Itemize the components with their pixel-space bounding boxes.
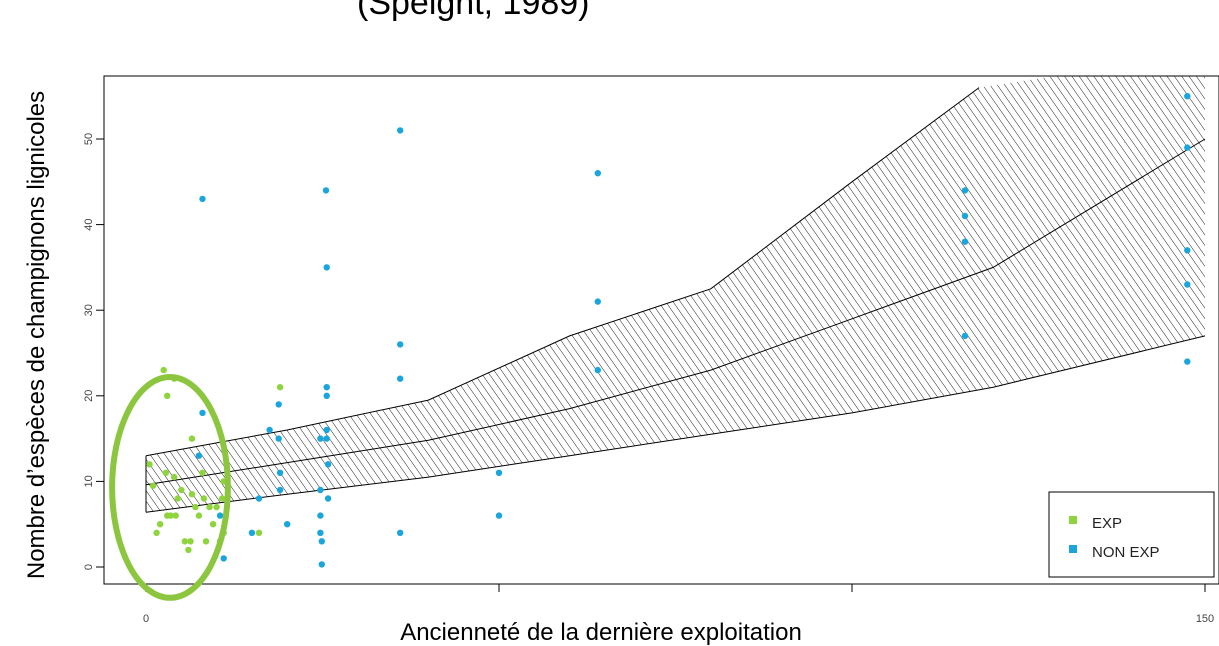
- point-exp-19: [192, 503, 199, 511]
- point-exp-3: [156, 521, 164, 528]
- y-tick-label-0: 0: [83, 564, 95, 570]
- point-exp-25: [209, 521, 217, 528]
- highlight-ellipse: [109, 374, 231, 601]
- point-exp-26: [213, 503, 220, 511]
- point-non-exp-7: [266, 426, 273, 434]
- y-axis-label: Nombre d’espèces de champignons lignicol…: [23, 91, 50, 579]
- point-non-exp-31: [495, 469, 503, 476]
- point-non-exp-5: [248, 529, 256, 536]
- point-non-exp-34: [594, 298, 601, 305]
- point-exp-5: [162, 469, 169, 476]
- point-exp-6: [164, 392, 171, 399]
- y-tick-label-10: 10: [83, 475, 95, 487]
- point-exp-31: [276, 384, 284, 391]
- confidence-band: [145, 76, 1206, 513]
- point-non-exp-40: [1184, 93, 1191, 100]
- band-lower-line: [145, 335, 1206, 513]
- point-non-exp-39: [961, 332, 969, 340]
- band-upper-line: [145, 87, 980, 457]
- point-non-exp-15: [317, 512, 324, 519]
- point-exp-28: [219, 495, 226, 502]
- point-exp-22: [200, 495, 208, 502]
- band-area: [146, 76, 1205, 513]
- point-exp-13: [178, 486, 185, 494]
- point-non-exp-26: [324, 495, 332, 502]
- x-tick-label-150: 150: [1196, 613, 1214, 625]
- point-exp-18: [188, 491, 196, 498]
- point-non-exp-25: [324, 461, 332, 468]
- fit-line: [145, 138, 1206, 486]
- point-non-exp-41: [1184, 144, 1191, 151]
- point-non-exp-17: [318, 538, 325, 545]
- point-exp-2: [153, 529, 160, 536]
- point-non-exp-0: [199, 195, 206, 203]
- point-non-exp-35: [594, 366, 601, 374]
- point-non-exp-21: [323, 384, 330, 391]
- point-exp-8: [167, 512, 174, 519]
- point-non-exp-29: [397, 375, 404, 382]
- point-non-exp-10: [276, 469, 284, 476]
- y-tick-label-40: 40: [83, 218, 95, 230]
- point-exp-32: [255, 529, 263, 536]
- point-non-exp-37: [961, 212, 969, 220]
- legend-marker-non-exp: [1069, 545, 1077, 553]
- point-non-exp-3: [216, 512, 224, 519]
- point-exp-15: [185, 546, 192, 554]
- point-non-exp-23: [323, 426, 330, 434]
- point-non-exp-44: [1184, 358, 1191, 365]
- y-axis: 0 10 20 30 40 50: [83, 133, 105, 570]
- point-non-exp-4: [220, 555, 227, 562]
- point-non-exp-27: [397, 127, 404, 134]
- legend-marker-exp: [1069, 516, 1077, 524]
- point-non-exp-28: [397, 341, 404, 348]
- point-exp-4: [160, 366, 167, 374]
- point-exp-14: [181, 538, 188, 545]
- point-exp-0: [146, 461, 153, 468]
- point-non-exp-36: [961, 187, 969, 194]
- y-tick-label-50: 50: [83, 133, 95, 145]
- point-non-exp-20: [323, 264, 330, 271]
- point-non-exp-22: [323, 392, 330, 399]
- point-non-exp-30: [397, 529, 404, 536]
- x-axis-label: Ancienneté de la dernière exploitation: [400, 619, 802, 646]
- point-non-exp-8: [275, 401, 282, 408]
- point-non-exp-42: [1184, 247, 1191, 254]
- point-non-exp-32: [495, 512, 503, 519]
- point-exp-12: [174, 495, 181, 502]
- legend-label-exp: EXP: [1092, 515, 1122, 532]
- point-exp-9: [171, 473, 178, 481]
- y-tick-label-30: 30: [83, 304, 95, 316]
- point-non-exp-33: [594, 170, 601, 177]
- point-non-exp-13: [317, 435, 324, 442]
- point-non-exp-18: [318, 561, 325, 568]
- point-exp-1: [149, 482, 157, 489]
- point-non-exp-16: [317, 529, 324, 536]
- y-tick-label-20: 20: [83, 390, 95, 402]
- point-exp-17: [188, 435, 196, 442]
- point-non-exp-9: [275, 435, 282, 442]
- point-non-exp-2: [195, 452, 203, 459]
- point-exp-11: [172, 512, 179, 519]
- points-layer: [146, 93, 1191, 568]
- x-tick-label-0: 0: [143, 613, 149, 625]
- point-non-exp-19: [322, 187, 330, 194]
- point-exp-16: [187, 538, 194, 545]
- point-exp-24: [206, 503, 213, 511]
- point-non-exp-12: [284, 521, 291, 528]
- legend: EXP NON EXP: [1048, 491, 1215, 578]
- point-non-exp-24: [323, 435, 330, 442]
- legend-label-non-exp: NON EXP: [1092, 544, 1160, 561]
- point-non-exp-1: [199, 409, 206, 417]
- point-exp-23: [202, 538, 210, 545]
- chart-title: (Speight, 1989): [357, 0, 590, 22]
- point-exp-20: [195, 512, 203, 519]
- point-non-exp-11: [276, 486, 284, 494]
- point-exp-21: [199, 469, 206, 476]
- point-non-exp-38: [961, 238, 969, 245]
- point-non-exp-6: [255, 495, 263, 502]
- legend-box: [1048, 491, 1215, 578]
- point-non-exp-14: [317, 486, 324, 494]
- point-non-exp-43: [1184, 281, 1191, 288]
